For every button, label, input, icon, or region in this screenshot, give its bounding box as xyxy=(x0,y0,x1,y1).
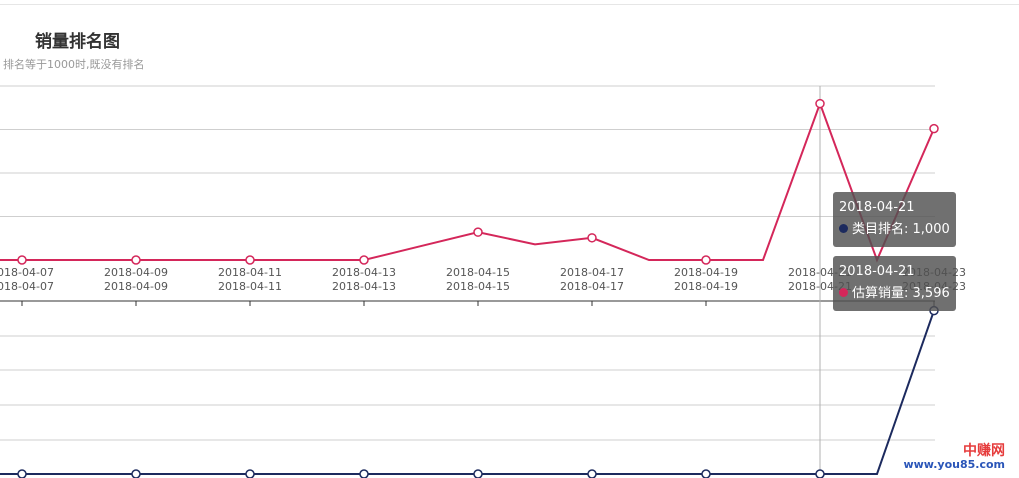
sales-series xyxy=(0,98,939,265)
tick-label: 2018-04-11 xyxy=(218,280,282,293)
rank-series xyxy=(0,305,939,478)
data-point xyxy=(473,227,483,237)
data-point xyxy=(359,255,369,265)
tick-label: 2018-04-13 xyxy=(332,280,396,293)
tick-label: 2018-04-07 xyxy=(0,266,54,279)
data-point xyxy=(17,469,27,478)
series-line xyxy=(0,100,935,263)
data-point xyxy=(815,469,825,478)
data-point xyxy=(245,469,255,478)
chart-subtitle: 排名等于1000时,既没有排名 xyxy=(3,58,145,71)
tick-label: 2018-04-15 xyxy=(446,266,510,279)
tooltip-date: 2018-04-21 xyxy=(839,264,915,279)
data-point xyxy=(17,255,27,265)
data-point xyxy=(359,469,369,478)
data-point xyxy=(587,469,597,478)
tick-label: 2018-04-13 xyxy=(332,266,396,279)
data-point xyxy=(701,469,711,478)
tick-label: 2018-04-11 xyxy=(218,266,282,279)
data-point xyxy=(245,255,255,265)
tick-label: 2018-04-07 xyxy=(0,280,54,293)
data-point xyxy=(815,98,825,109)
tick-label: 2018-04-09 xyxy=(104,266,168,279)
watermark-url: www.you85.com xyxy=(903,458,1005,471)
tick-label: 2018-04-19 xyxy=(674,266,738,279)
data-point xyxy=(473,469,483,478)
data-point xyxy=(701,255,711,265)
tick-label: 2018-04-15 xyxy=(446,280,510,293)
chart-title: 销量排名图 xyxy=(35,32,120,52)
tooltip-sales: 2018-04-21 估算销量: 3,596 xyxy=(833,256,956,311)
tick-label: 2018-04-09 xyxy=(104,280,168,293)
data-point xyxy=(587,233,597,243)
watermark: 中赚网 www.you85.com xyxy=(903,440,1013,474)
tick-label: 2018-04-19 xyxy=(674,280,738,293)
top-border xyxy=(0,4,1019,5)
tooltip-date: 2018-04-21 xyxy=(839,200,915,215)
tooltip-label: 类目排名 xyxy=(852,222,905,237)
tick-label: 2018-04-17 xyxy=(560,280,624,293)
tooltip-label: 估算销量 xyxy=(852,286,905,301)
tooltip-value: 3,596 xyxy=(912,286,950,301)
tick-label: 2018-04-17 xyxy=(560,266,624,279)
data-point xyxy=(929,123,939,134)
series-dot-icon xyxy=(839,288,848,297)
grid-lines xyxy=(0,85,935,441)
data-point xyxy=(131,469,141,478)
data-point xyxy=(131,255,141,265)
tooltip-value: 1,000 xyxy=(912,222,950,237)
series-dot-icon xyxy=(839,224,848,233)
watermark-name: 中赚网 xyxy=(963,443,1005,459)
series-line xyxy=(0,310,935,475)
tooltip-rank: 2018-04-21 类目排名: 1,000 xyxy=(833,192,956,247)
